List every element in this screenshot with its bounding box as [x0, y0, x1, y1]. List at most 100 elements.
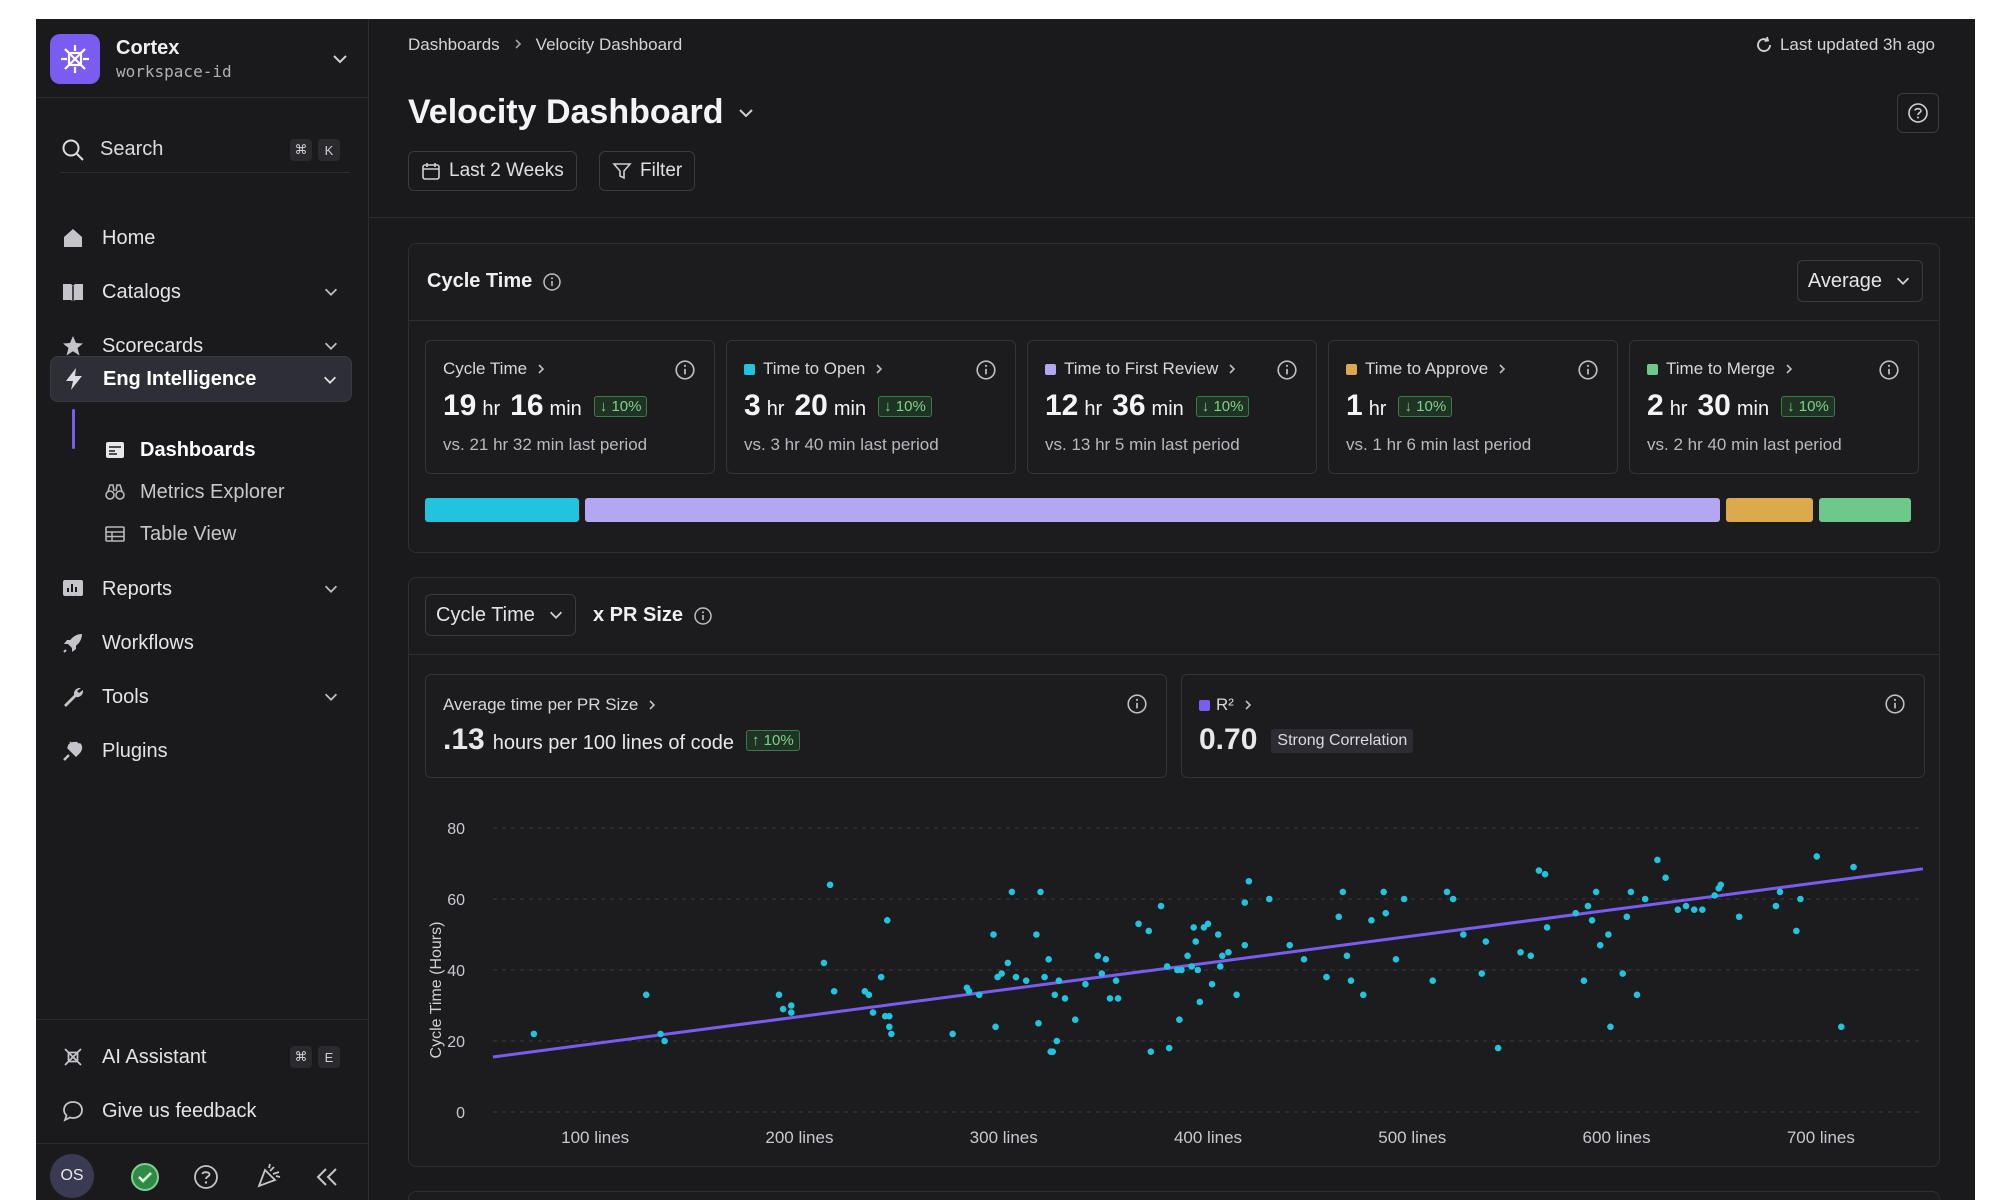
sub-item-dashboards[interactable]: Dashboards — [86, 430, 352, 470]
metric-unit: hr — [766, 398, 785, 420]
metric-value: 3 — [744, 389, 761, 422]
delta-badge: ↓ 10% — [593, 396, 648, 417]
delta-badge: ↓ 10% — [878, 396, 932, 417]
nav-item-tools[interactable]: Tools — [50, 674, 352, 720]
help-button[interactable] — [1897, 93, 1939, 133]
breakdown-segment[interactable] — [1725, 498, 1813, 522]
breakdown-segment[interactable] — [1819, 498, 1911, 522]
metric-select[interactable]: Cycle Time — [425, 594, 576, 636]
cortex-logo-icon — [50, 34, 100, 84]
data-point — [1094, 952, 1101, 960]
sub-item-table-view[interactable]: Table View — [86, 514, 352, 554]
data-point — [1717, 881, 1725, 889]
shortcut-key: ⌘ — [290, 1046, 312, 1068]
last-updated[interactable]: Last updated 3h ago — [1754, 35, 1935, 55]
metric-value: 16 — [510, 389, 544, 422]
sub-label: Dashboards — [140, 438, 256, 461]
metric-tile[interactable]: Time to Approve 1 hr ↓ 10% vs. 1 hr 6 min … — [1328, 340, 1618, 474]
party-popper-icon[interactable] — [255, 1162, 283, 1195]
info-icon[interactable] — [1878, 359, 1900, 381]
info-icon[interactable] — [1577, 359, 1599, 381]
metric-tile[interactable]: Time to Merge 2 hr 30 min ↓ 10% vs. 2 hr 40 … — [1629, 340, 1919, 474]
shortcut-key: ⌘ — [290, 139, 312, 161]
nav-label: Give us feedback — [102, 1099, 257, 1122]
info-icon[interactable] — [975, 359, 997, 381]
page-title-dropdown[interactable]: Velocity Dashboard — [408, 93, 756, 132]
data-point — [869, 1009, 877, 1016]
series-swatch — [1346, 363, 1357, 375]
data-point — [1022, 977, 1030, 984]
chevron-right-icon — [649, 700, 656, 710]
info-icon[interactable] — [1126, 693, 1148, 715]
lightning-icon — [61, 366, 87, 392]
r-squared-tile[interactable]: R² 0.70 Strong Correlation — [1181, 674, 1925, 778]
divider — [409, 320, 1939, 321]
data-point — [1482, 938, 1490, 945]
data-point — [1071, 1016, 1079, 1023]
metric-tile[interactable]: Cycle Time 19 hr 16 min ↓ 10% vs. 21 hr 32 m… — [425, 340, 715, 474]
data-point — [1460, 931, 1467, 938]
collapse-sidebar-icon[interactable] — [314, 1164, 340, 1195]
metric-comparison: vs. 3 hr 40 min last period — [744, 435, 939, 454]
chevron-down-icon — [330, 49, 350, 74]
data-point — [992, 1023, 999, 1031]
search-button[interactable]: Search ⌘ K — [60, 127, 350, 173]
data-point — [1196, 998, 1204, 1006]
help-icon[interactable] — [193, 1164, 219, 1195]
workspace-name: Cortex — [116, 37, 180, 59]
info-icon[interactable] — [674, 359, 696, 381]
data-point — [1225, 948, 1232, 956]
nav-item-feedback[interactable]: Give us feedback — [50, 1088, 352, 1134]
aggregation-value: Average — [1807, 269, 1882, 292]
status-ok-icon[interactable] — [130, 1162, 160, 1197]
metric-value: 36 — [1112, 389, 1146, 422]
nav-item-workflows[interactable]: Workflows — [50, 620, 352, 666]
nav-item-home[interactable]: Home — [50, 215, 352, 261]
chevron-down-icon — [322, 580, 340, 603]
data-point — [877, 973, 885, 981]
data-point — [1627, 888, 1635, 896]
divider — [36, 97, 369, 98]
tile-label: Average time per PR Size — [443, 695, 658, 715]
metric-label: Time to First Review — [1045, 359, 1238, 379]
sub-item-metrics-explorer[interactable]: Metrics Explorer — [86, 472, 352, 512]
nav-item-reports[interactable]: Reports — [50, 566, 352, 612]
binoculars-icon — [102, 479, 128, 505]
breadcrumb-link[interactable]: Dashboards — [408, 35, 500, 54]
nav-item-plugins[interactable]: Plugins — [50, 728, 352, 774]
breakdown-segment[interactable] — [425, 498, 579, 522]
avg-time-tile[interactable]: Average time per PR Size .13 hours per 1… — [425, 674, 1167, 778]
workspace-switcher[interactable]: Cortex workspace-id — [50, 33, 352, 85]
sub-label: Table View — [140, 522, 237, 545]
y-tick-label: 20 — [447, 1034, 465, 1051]
data-point — [1699, 906, 1706, 913]
divider — [36, 1019, 369, 1020]
data-point — [1102, 956, 1110, 963]
metric-unit: min — [1736, 398, 1770, 420]
info-icon[interactable] — [542, 272, 562, 292]
data-point — [1449, 895, 1457, 903]
metric-tile[interactable]: Time to First Review 12 hr 36 min ↓ 10% vs. … — [1027, 340, 1317, 474]
last-updated-text: Last updated 3h ago — [1779, 35, 1935, 54]
breakdown-segment[interactable] — [584, 498, 1720, 522]
nav-item-catalogs[interactable]: Catalogs — [50, 269, 352, 315]
filter-button[interactable]: Filter — [599, 151, 696, 191]
nav-item-ai-assistant[interactable]: AI Assistant ⌘ E — [50, 1034, 352, 1080]
data-point — [1580, 977, 1588, 984]
metric-tile[interactable]: Time to Open 3 hr 20 min ↓ 10% vs. 3 hr 40 m… — [726, 340, 1016, 474]
data-point — [1286, 941, 1294, 949]
data-point — [1135, 920, 1142, 928]
aggregation-select[interactable]: Average — [1796, 260, 1923, 302]
date-range-button[interactable]: Last 2 Weeks — [408, 151, 577, 191]
info-icon[interactable] — [1276, 359, 1298, 381]
avg-unit: hours per 100 lines of code — [492, 732, 734, 754]
data-point — [888, 1030, 895, 1038]
data-point — [1147, 1048, 1155, 1055]
avatar[interactable]: OS — [50, 1154, 94, 1198]
nav-item-eng-intelligence[interactable]: Eng Intelligence — [50, 356, 352, 402]
info-icon[interactable] — [1884, 693, 1906, 715]
y-axis-label: Cycle Time (Hours) — [428, 922, 445, 1059]
nav-item-scorecards[interactable]: Scorecards — [50, 323, 352, 369]
rocket-icon — [60, 630, 86, 656]
info-icon[interactable] — [693, 606, 713, 626]
